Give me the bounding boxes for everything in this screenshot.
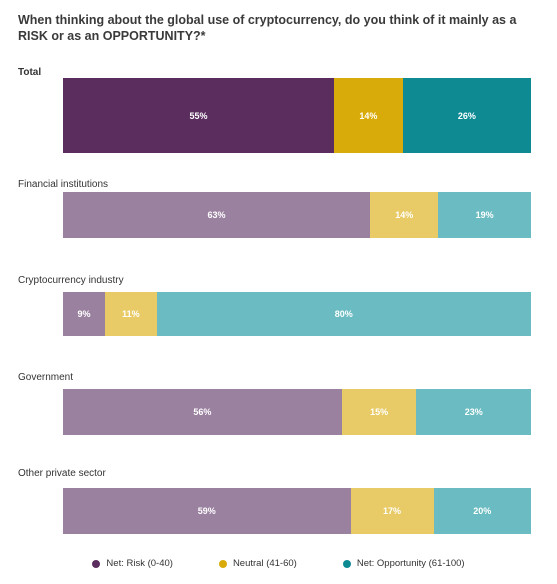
bar-government: 56% 15% 23% [63, 389, 531, 435]
bar-segment-neutral: 15% [341, 389, 417, 435]
category-label-government: Government [18, 372, 74, 383]
bar-other-private-sector: 59% 17% 20% [63, 488, 531, 534]
data-label: 56% [193, 407, 212, 417]
data-label: 26% [457, 110, 476, 121]
bar-segment-opportunity: 19% [438, 192, 531, 238]
legend-swatch-risk [92, 559, 101, 568]
bar-segment-risk: 63% [63, 192, 371, 238]
bar-cryptocurrency-industry: 9% 11% 80% [63, 292, 531, 336]
data-label: 63% [207, 210, 226, 220]
category-label-financial-institutions: Financial institutions [18, 179, 109, 190]
category-label-total: Total [18, 67, 42, 78]
legend: Net: Risk (0-40) Neutral (41-60) Net: Op… [0, 558, 557, 569]
bar-segment-risk: 56% [63, 389, 342, 435]
data-label: 17% [383, 506, 402, 516]
bar-financial-institutions: 63% 14% 19% [63, 192, 531, 238]
data-label: 55% [189, 110, 208, 121]
bar-segment-risk: 55% [63, 78, 334, 153]
legend-item-risk: Net: Risk (0-40) [92, 558, 173, 569]
data-label: 14% [395, 210, 414, 220]
bar-segment-neutral: 17% [350, 488, 434, 534]
bar-segment-opportunity: 80% [156, 292, 531, 336]
legend-swatch-neutral [218, 559, 227, 568]
data-label: 59% [197, 506, 216, 516]
category-label-other-private-sector: Other private sector [18, 468, 106, 479]
bar-segment-opportunity: 20% [433, 488, 531, 534]
legend-item-neutral: Neutral (41-60) [218, 558, 297, 569]
legend-item-opportunity: Net: Opportunity (61-100) [342, 558, 465, 569]
data-label: 14% [359, 110, 378, 121]
legend-label-neutral: Neutral (41-60) [232, 558, 297, 569]
bar-segment-neutral: 14% [370, 192, 439, 238]
bar-segment-opportunity: 23% [416, 389, 531, 435]
bar-total: 55% 14% 26% [63, 78, 531, 153]
bar-segment-neutral: 14% [333, 78, 403, 153]
data-label: 20% [473, 506, 492, 516]
bar-segment-neutral: 11% [105, 292, 157, 336]
data-label: 9% [77, 309, 91, 319]
bar-segment-opportunity: 26% [402, 78, 531, 153]
data-label: 19% [475, 210, 494, 220]
category-label-cryptocurrency-industry: Cryptocurrency industry [18, 275, 124, 286]
legend-label-risk: Net: Risk (0-40) [106, 558, 173, 569]
chart-title: When thinking about the global use of cr… [18, 13, 517, 43]
bar-segment-risk: 59% [63, 488, 351, 534]
bar-segment-risk: 9% [63, 292, 106, 336]
data-label: 11% [122, 309, 140, 319]
data-label: 23% [464, 407, 483, 417]
data-label: 15% [370, 407, 389, 417]
legend-swatch-opportunity [342, 559, 351, 568]
legend-label-opportunity: Net: Opportunity (61-100) [356, 558, 465, 569]
data-label: 80% [334, 309, 353, 319]
